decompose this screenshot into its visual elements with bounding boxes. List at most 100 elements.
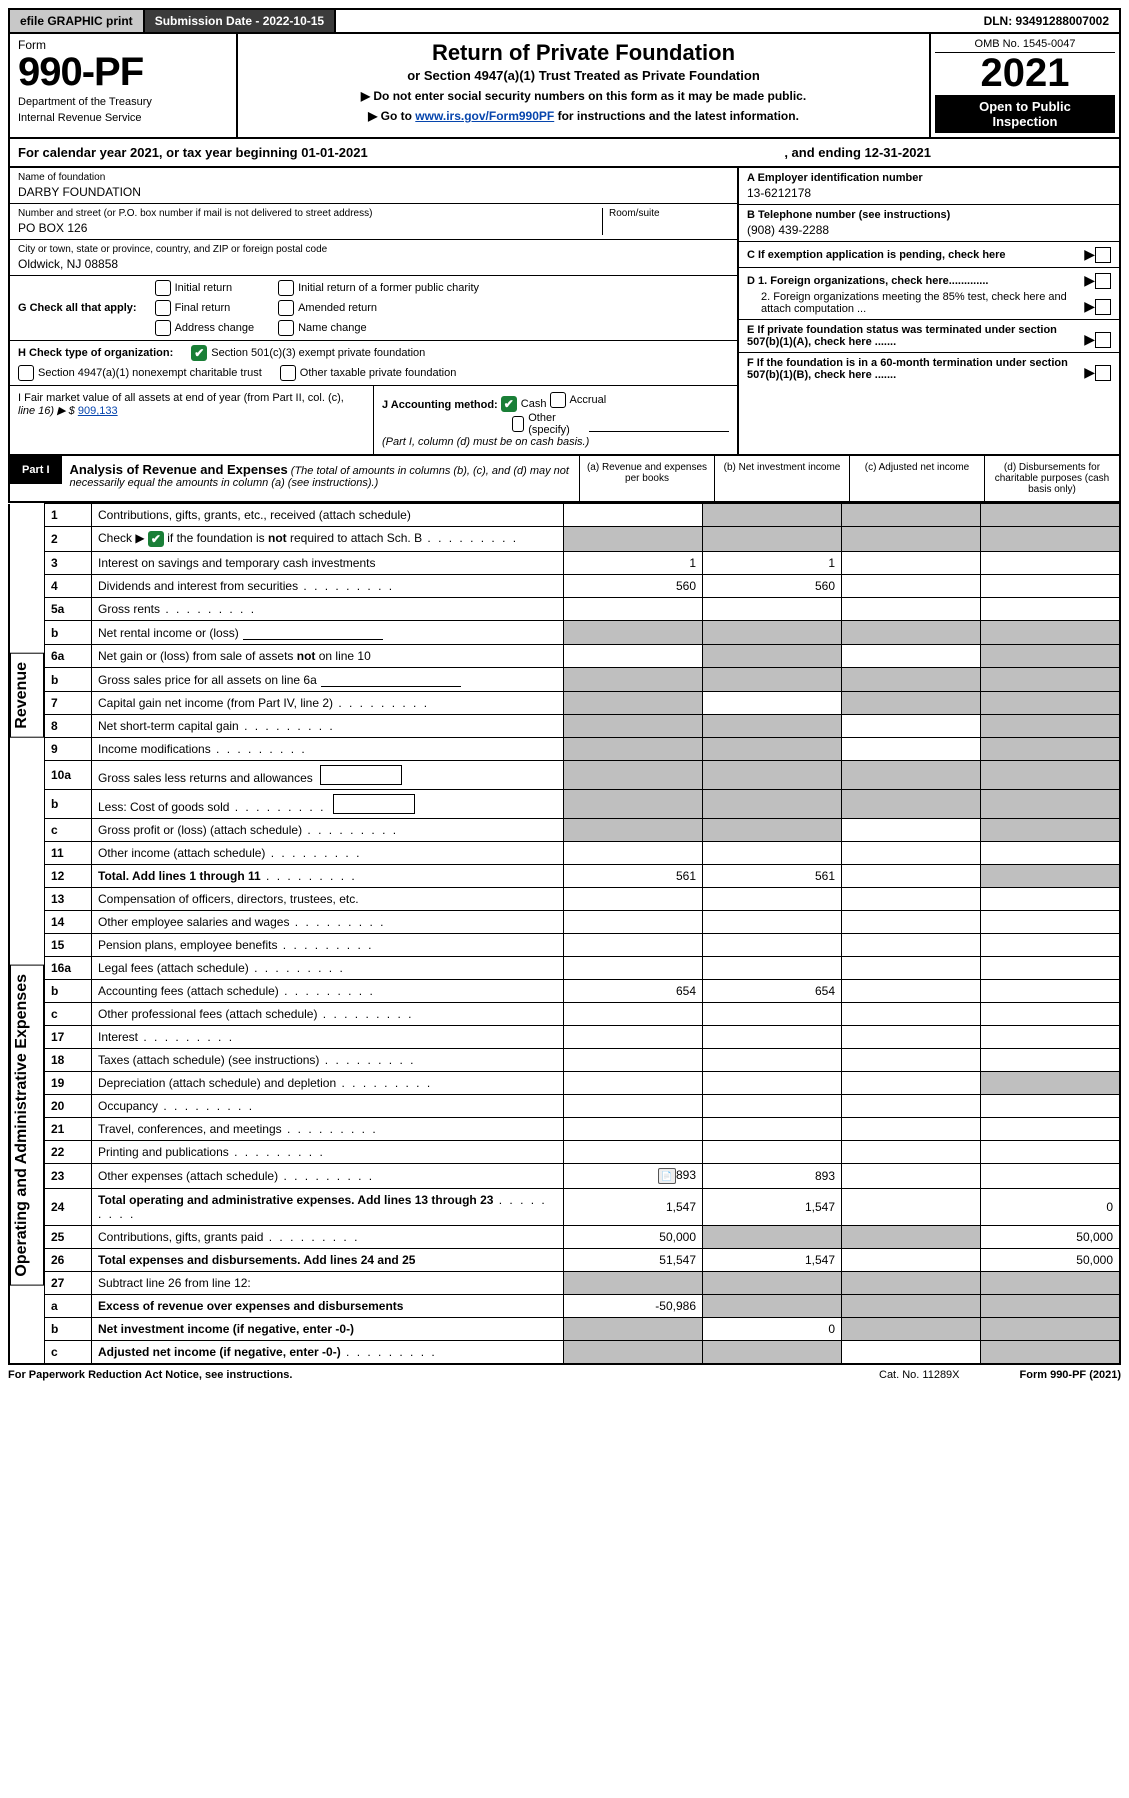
col-c-hdr: (c) Adjusted net income <box>850 456 985 501</box>
arrow-icon: ▶ <box>1084 364 1095 381</box>
e-checkbox[interactable] <box>1095 332 1111 348</box>
table-row: 8Net short-term capital gain <box>9 715 1120 738</box>
line-desc: Income modifications <box>92 738 564 761</box>
info-left: Name of foundation DARBY FOUNDATION Numb… <box>10 168 739 454</box>
table-row: 2Check ▶ ✔ if the foundation is not requ… <box>9 527 1120 552</box>
irs-link[interactable]: www.irs.gov/Form990PF <box>415 109 554 123</box>
line-number: 11 <box>45 842 92 865</box>
table-row: 15Pension plans, employee benefits <box>9 934 1120 957</box>
c-cell: C If exemption application is pending, c… <box>739 242 1119 268</box>
table-row: 27Subtract line 26 from line 12: <box>9 1272 1120 1295</box>
h-label: H Check type of organization: <box>18 347 173 359</box>
value-cell <box>981 1026 1121 1049</box>
table-row: 5aGross rents <box>9 598 1120 621</box>
part1-title: Analysis of Revenue and Expenses <box>70 462 288 477</box>
table-row: 17Interest <box>9 1026 1120 1049</box>
d2-label: 2. Foreign organizations meeting the 85%… <box>747 291 1084 315</box>
j-cash[interactable]: ✔Cash <box>501 396 547 412</box>
table-row: 25Contributions, gifts, grants paid50,00… <box>9 1226 1120 1249</box>
f-checkbox[interactable] <box>1095 365 1111 381</box>
table-row: 23Other expenses (attach schedule)📄 8938… <box>9 1164 1120 1189</box>
value-cell: 893 <box>703 1164 842 1189</box>
value-cell <box>703 1226 842 1249</box>
line-desc: Adjusted net income (if negative, enter … <box>92 1341 564 1365</box>
table-row: bAccounting fees (attach schedule)654654 <box>9 980 1120 1003</box>
value-cell: 0 <box>703 1318 842 1341</box>
value-cell <box>842 980 981 1003</box>
g-opt-address[interactable]: Address change <box>155 320 255 336</box>
line-number: c <box>45 1341 92 1365</box>
value-cell: 560 <box>564 575 703 598</box>
value-cell <box>564 1141 703 1164</box>
line-desc: Interest on savings and temporary cash i… <box>92 552 564 575</box>
value-cell <box>703 842 842 865</box>
value-cell <box>981 1072 1121 1095</box>
line-number: 24 <box>45 1189 92 1226</box>
i-value[interactable]: 909,133 <box>78 405 118 417</box>
g-opt-final[interactable]: Final return <box>155 300 255 316</box>
value-cell <box>981 1118 1121 1141</box>
tax-year: 2021 <box>935 53 1115 93</box>
value-cell <box>842 1189 981 1226</box>
line-desc: Gross profit or (loss) (attach schedule) <box>92 819 564 842</box>
header-right: OMB No. 1545-0047 2021 Open to Public In… <box>929 34 1119 137</box>
d1-checkbox[interactable] <box>1095 273 1111 289</box>
h-opt-other[interactable]: Other taxable private foundation <box>280 365 457 381</box>
g-opt-amended[interactable]: Amended return <box>278 300 479 316</box>
value-cell <box>842 1249 981 1272</box>
value-cell: 50,000 <box>981 1226 1121 1249</box>
value-cell <box>981 621 1121 645</box>
j-accrual[interactable]: Accrual <box>550 392 607 408</box>
value-cell <box>564 1095 703 1118</box>
line-number: 23 <box>45 1164 92 1189</box>
value-cell <box>981 1049 1121 1072</box>
value-cell <box>842 911 981 934</box>
line-desc: Other expenses (attach schedule) <box>92 1164 564 1189</box>
g-opt-initial[interactable]: Initial return <box>155 280 255 296</box>
line-desc: Capital gain net income (from Part IV, l… <box>92 692 564 715</box>
value-cell <box>842 1003 981 1026</box>
line-desc: Total. Add lines 1 through 11 <box>92 865 564 888</box>
e-cell: E If private foundation status was termi… <box>739 320 1119 353</box>
b-label: B Telephone number (see instructions) <box>747 209 1111 221</box>
value-cell <box>981 645 1121 668</box>
line-desc: Gross rents <box>92 598 564 621</box>
c-checkbox[interactable] <box>1095 247 1111 263</box>
j-other[interactable]: Other (specify) <box>512 412 729 436</box>
value-cell <box>564 598 703 621</box>
value-cell <box>981 692 1121 715</box>
value-cell <box>981 598 1121 621</box>
h-opt-501c3[interactable]: ✔Section 501(c)(3) exempt private founda… <box>191 345 425 361</box>
g-opt-name[interactable]: Name change <box>278 320 479 336</box>
h-opt-4947[interactable]: Section 4947(a)(1) nonexempt charitable … <box>18 365 262 381</box>
value-cell <box>564 1318 703 1341</box>
line-desc: Accounting fees (attach schedule) <box>92 980 564 1003</box>
g-label: G Check all that apply: <box>18 302 137 314</box>
table-row: cOther professional fees (attach schedul… <box>9 1003 1120 1026</box>
line-number: 9 <box>45 738 92 761</box>
value-cell <box>564 715 703 738</box>
line-desc: Net investment income (if negative, ente… <box>92 1318 564 1341</box>
d2-checkbox[interactable] <box>1095 299 1111 315</box>
line-desc: Gross sales price for all assets on line… <box>92 668 564 692</box>
value-cell <box>564 888 703 911</box>
table-row: 9Income modifications <box>9 738 1120 761</box>
schedule-icon[interactable]: 📄 <box>658 1168 676 1184</box>
foundation-name-cell: Name of foundation DARBY FOUNDATION <box>10 168 737 204</box>
g-opt-initial-former[interactable]: Initial return of a former public charit… <box>278 280 479 296</box>
table-row: 3Interest on savings and temporary cash … <box>9 552 1120 575</box>
form-header: Form 990-PF Department of the Treasury I… <box>8 34 1121 139</box>
page-footer: For Paperwork Reduction Act Notice, see … <box>8 1365 1121 1385</box>
cal-end: , and ending 12-31-2021 <box>784 145 931 160</box>
line-desc: Net gain or (loss) from sale of assets n… <box>92 645 564 668</box>
line-desc: Travel, conferences, and meetings <box>92 1118 564 1141</box>
line-number: 4 <box>45 575 92 598</box>
value-cell <box>703 1095 842 1118</box>
value-cell <box>981 1341 1121 1365</box>
value-cell <box>703 504 842 527</box>
d1-label: D 1. Foreign organizations, check here..… <box>747 275 1084 287</box>
line-number: 22 <box>45 1141 92 1164</box>
table-row: 7Capital gain net income (from Part IV, … <box>9 692 1120 715</box>
value-cell <box>981 957 1121 980</box>
line-number: 27 <box>45 1272 92 1295</box>
